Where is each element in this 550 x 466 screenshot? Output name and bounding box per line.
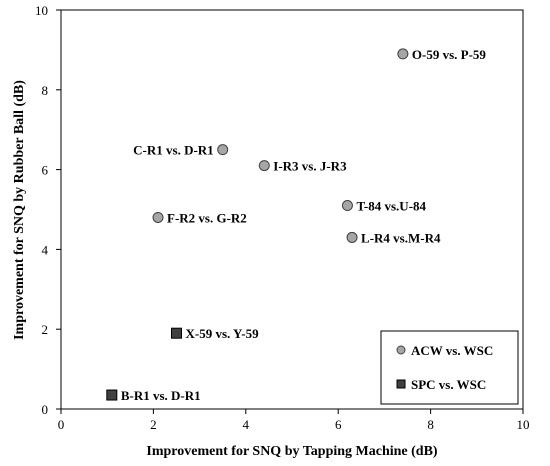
legend: ACW vs. WSC SPC vs. WSC — [380, 330, 519, 405]
y-tick-label: 10 — [35, 3, 48, 18]
legend-marker — [396, 379, 406, 389]
data-point — [258, 160, 270, 172]
x-tick-label: 0 — [58, 417, 65, 432]
data-point — [341, 200, 353, 212]
point-label: C-R1 vs. D-R1 — [133, 143, 214, 158]
y-axis-title: Improvement for SNQ by Rubber Ball (dB) — [12, 80, 27, 340]
x-tick-label: 6 — [335, 417, 342, 432]
point-label: I-R3 vs. J-R3 — [273, 159, 347, 174]
axis-ticks: 0 2 4 6 8 10 0 2 4 6 8 10 — [35, 3, 530, 432]
legend-label: ACW vs. WSC — [411, 343, 493, 358]
y-tick-label: 8 — [42, 83, 49, 98]
legend-label: SPC vs. WSC — [411, 377, 486, 392]
x-axis-title: Improvement for SNQ by Tapping Machine (… — [146, 444, 438, 459]
data-point — [152, 211, 164, 223]
x-tick-label: 10 — [517, 417, 530, 432]
x-tick-label: 4 — [243, 417, 250, 432]
point-label: X-59 vs. Y-59 — [186, 326, 260, 341]
point-label: B-R1 vs. D-R1 — [121, 388, 201, 403]
data-points — [106, 48, 409, 401]
point-labels: O-59 vs. P-59 C-R1 vs. D-R1 I-R3 vs. J-R3 T… — [121, 47, 487, 403]
point-label: O-59 vs. P-59 — [412, 47, 487, 62]
data-point — [346, 231, 358, 243]
data-point — [171, 327, 182, 339]
legend-marker — [396, 345, 406, 355]
y-tick-label: 6 — [42, 163, 49, 178]
data-point — [217, 144, 229, 156]
data-point — [106, 389, 118, 401]
x-tick-label: 8 — [427, 417, 434, 432]
point-label: L-R4 vs.M-R4 — [361, 230, 441, 245]
legend-box — [380, 330, 519, 405]
x-tick-label: 2 — [150, 417, 157, 432]
data-point — [397, 48, 409, 60]
y-tick-label: 4 — [42, 242, 49, 257]
y-tick-label: 0 — [42, 402, 49, 417]
point-label: F-R2 vs. G-R2 — [167, 210, 247, 225]
point-label: T-84 vs.U-84 — [356, 199, 426, 214]
y-tick-label: 2 — [42, 322, 49, 337]
